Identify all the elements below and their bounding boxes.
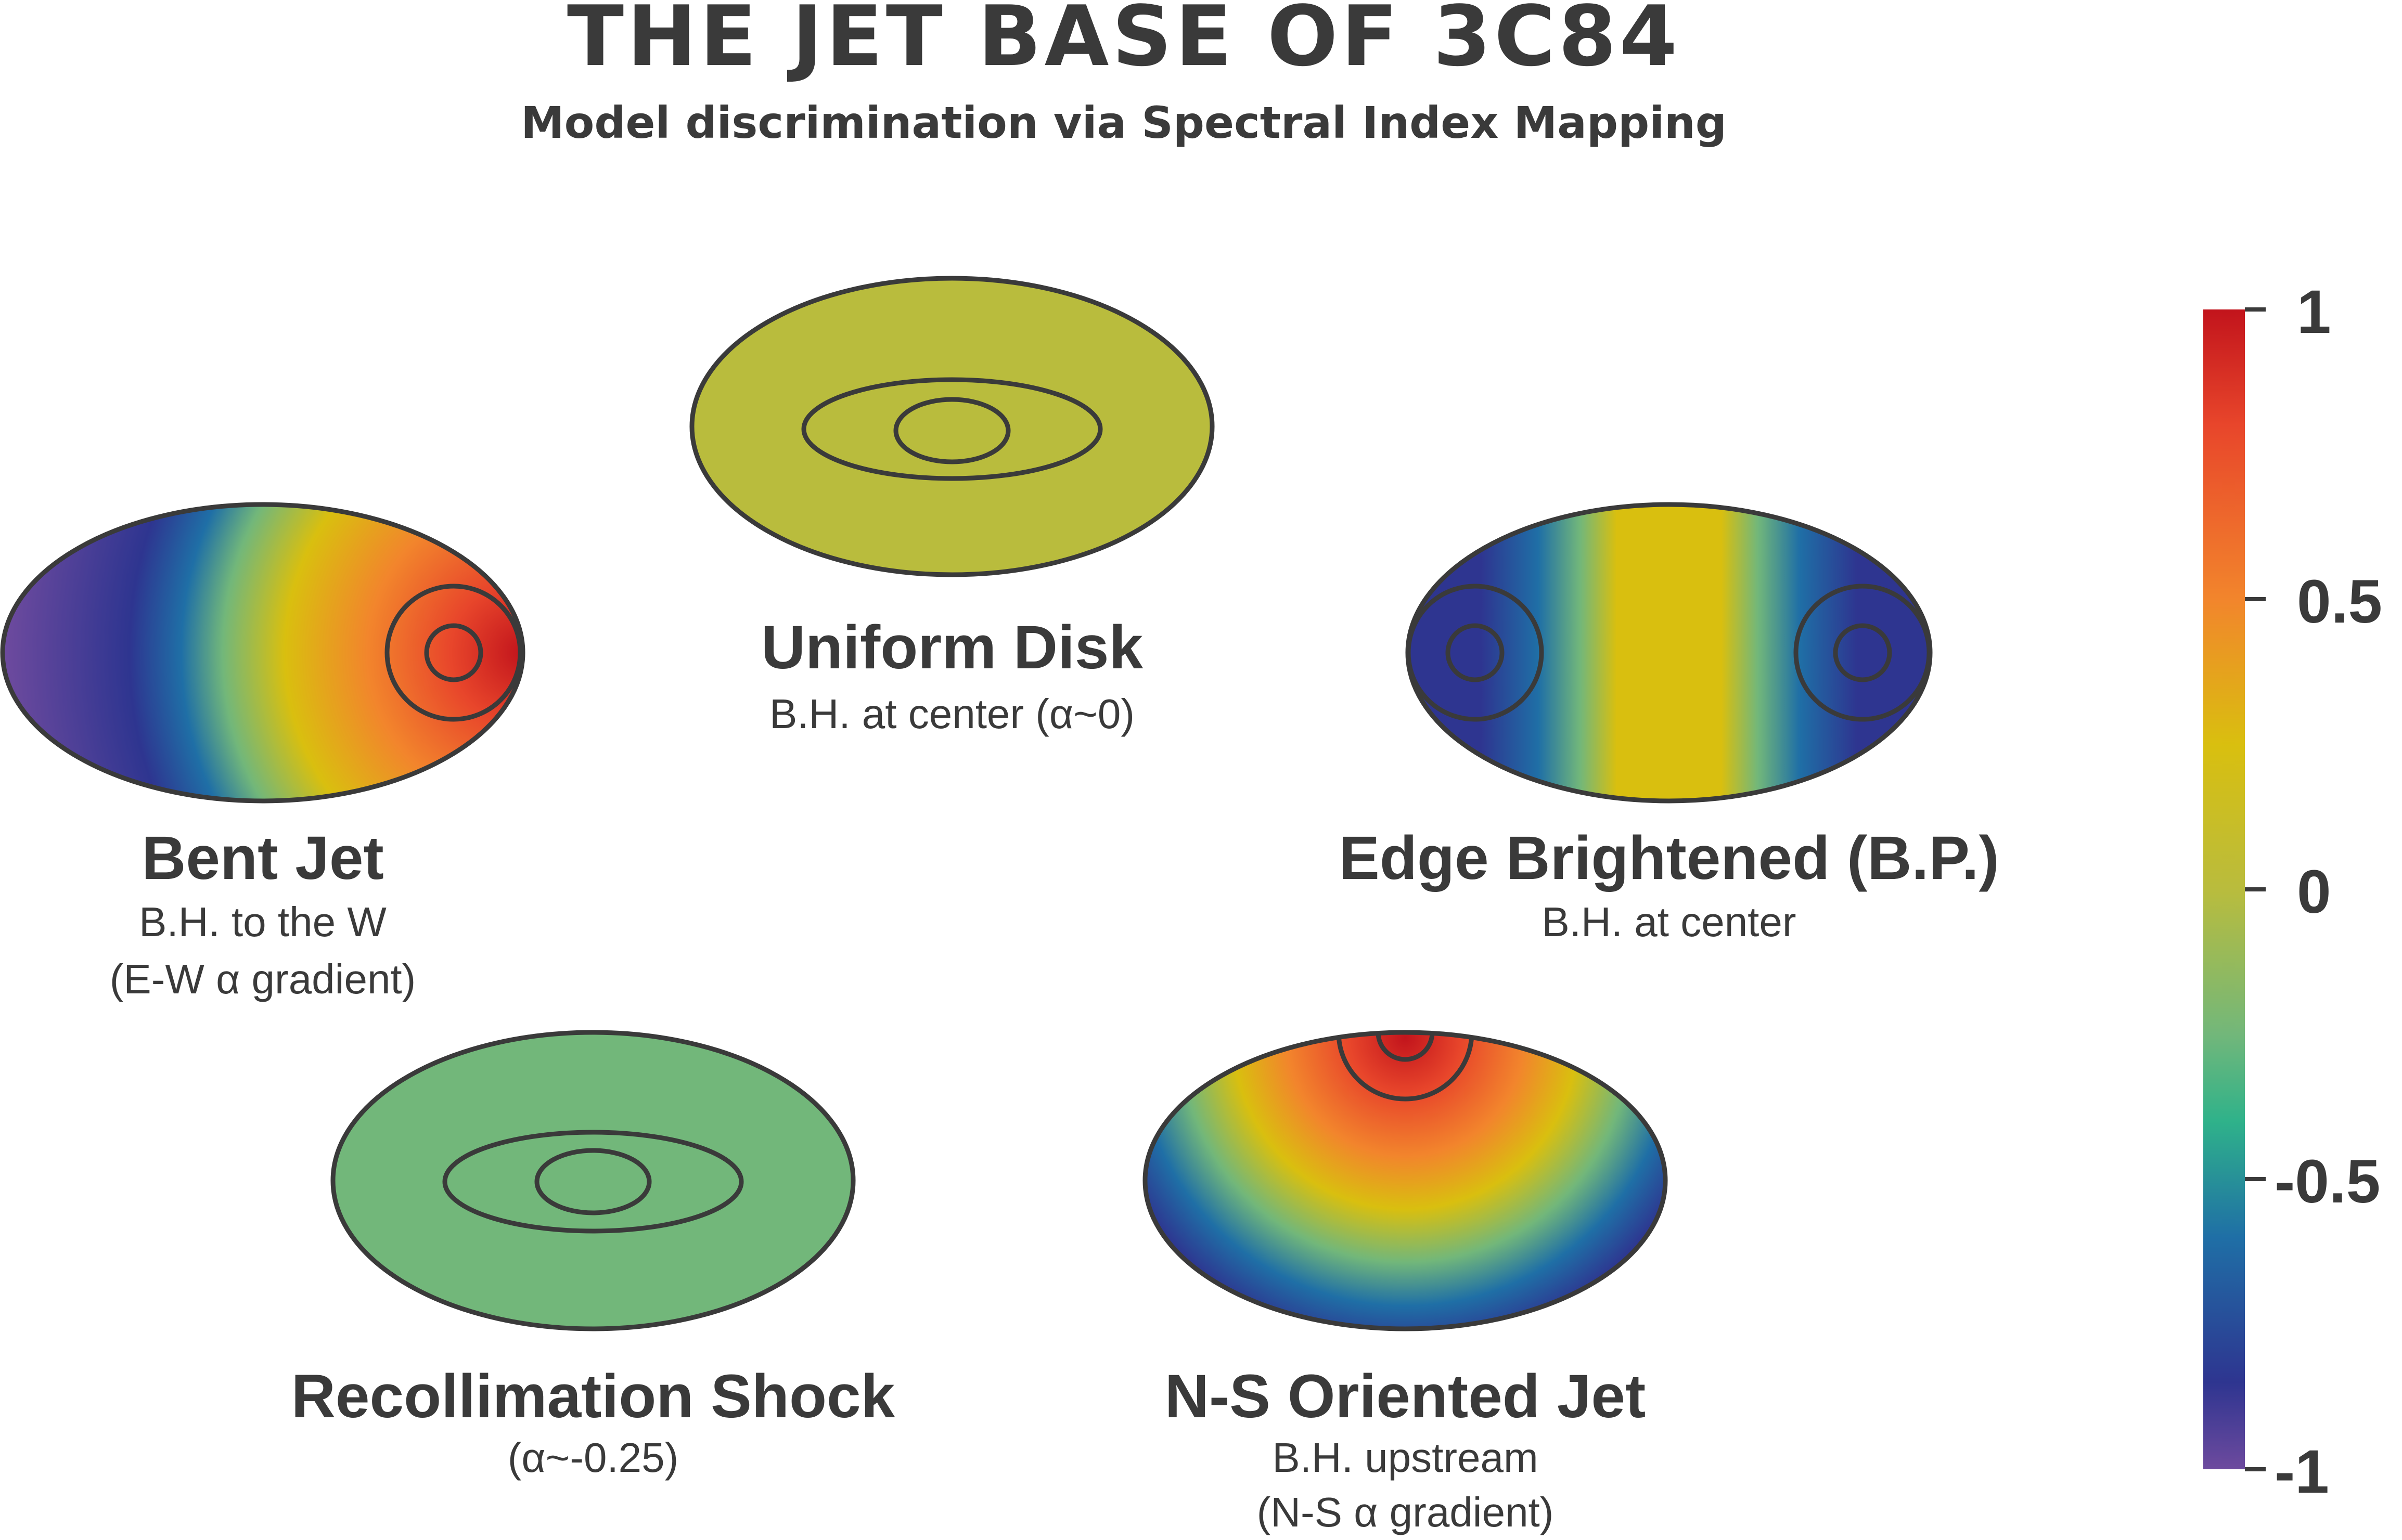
bent-jet-caption-2: (E-W α gradient) bbox=[110, 956, 416, 1002]
recollimation-shock-caption: (α~-0.25) bbox=[508, 1434, 679, 1481]
bent-jet-model: Bent Jet B.H. to the W (E-W α gradient) bbox=[0, 502, 525, 1002]
edge-brightened-left-outer-ring bbox=[1406, 584, 1544, 722]
ns-oriented-jet-fill bbox=[1145, 1032, 1665, 1329]
ns-oriented-jet-inner-ring bbox=[1376, 1032, 1435, 1062]
colorbar-tick-label-m1: -1 bbox=[2275, 1438, 2329, 1506]
edge-brightened-model: Edge Brightened (B.P.) B.H. at center bbox=[1339, 502, 1999, 945]
uniform-disk-model: Uniform Disk B.H. at center (α~0) bbox=[689, 276, 1215, 737]
figure-subtitle: Model discrimination via Spectral Index … bbox=[521, 97, 1727, 148]
bent-jet-label: Bent Jet bbox=[142, 824, 384, 892]
ns-oriented-jet-caption-1: B.H. upstream bbox=[1272, 1434, 1538, 1481]
bent-jet-ellipse bbox=[0, 502, 525, 804]
bent-jet-fill bbox=[3, 504, 523, 801]
edge-brightened-caption: B.H. at center bbox=[1542, 899, 1796, 945]
colorbar-tick-label-m0p5: -0.5 bbox=[2275, 1147, 2380, 1216]
edge-brightened-fill bbox=[1408, 504, 1930, 801]
uniform-disk-outer-ring bbox=[801, 377, 1103, 481]
ns-oriented-jet-label: N-S Oriented Jet bbox=[1165, 1362, 1646, 1431]
colorbar: 1 0.5 0 -0.5 -1 bbox=[2203, 278, 2382, 1506]
uniform-disk-ellipse bbox=[689, 276, 1215, 577]
recollimation-shock-ellipse bbox=[330, 1030, 856, 1331]
bent-jet-outer-ring bbox=[384, 584, 523, 722]
edge-brightened-right-inner-ring bbox=[1833, 623, 1892, 682]
figure-title: THE JET BASE OF 3C84 bbox=[567, 0, 1680, 85]
colorbar-tick-label-1: 1 bbox=[2297, 278, 2331, 346]
edge-brightened-label: Edge Brightened (B.P.) bbox=[1339, 824, 1999, 892]
colorbar-tick-label-0p5: 0.5 bbox=[2297, 567, 2382, 636]
bent-jet-inner-ring bbox=[424, 623, 483, 682]
recollimation-shock-model: Recollimation Shock (α~-0.25) bbox=[291, 1030, 895, 1481]
bent-jet-caption-1: B.H. to the W bbox=[139, 899, 387, 945]
colorbar-gradient bbox=[2203, 309, 2245, 1469]
uniform-disk-label: Uniform Disk bbox=[761, 613, 1144, 682]
ns-oriented-jet-outer-ring bbox=[1336, 1032, 1474, 1102]
ns-oriented-jet-caption-2: (N-S α gradient) bbox=[1257, 1489, 1554, 1535]
recollimation-shock-label: Recollimation Shock bbox=[291, 1362, 895, 1431]
colorbar-tick-label-0: 0 bbox=[2297, 858, 2331, 926]
recollimation-shock-inner-ring bbox=[534, 1148, 652, 1215]
ns-oriented-jet-model: N-S Oriented Jet B.H. upstream (N-S α gr… bbox=[1142, 1030, 1668, 1535]
edge-brightened-left-inner-ring bbox=[1445, 623, 1505, 682]
uniform-disk-inner-ring bbox=[893, 397, 1011, 464]
recollimation-shock-outer-ring bbox=[442, 1130, 744, 1234]
uniform-disk-caption: B.H. at center (α~0) bbox=[769, 691, 1135, 737]
ns-oriented-jet-ellipse bbox=[1142, 1030, 1668, 1331]
edge-brightened-right-outer-ring bbox=[1793, 584, 1932, 722]
